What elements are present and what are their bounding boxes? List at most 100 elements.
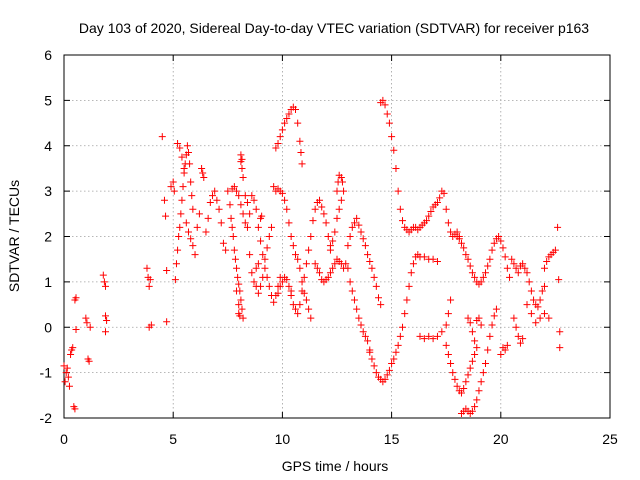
data-point <box>234 273 242 281</box>
data-point <box>289 301 297 309</box>
data-point <box>540 264 548 272</box>
data-point <box>182 219 190 227</box>
data-point <box>381 101 389 109</box>
data-point <box>442 321 450 329</box>
data-point <box>296 137 304 145</box>
data-point <box>488 246 496 254</box>
x-tick-label: 0 <box>60 431 68 447</box>
data-point <box>198 164 206 172</box>
data-point <box>488 321 496 329</box>
data-point <box>401 310 409 318</box>
data-point <box>254 223 262 231</box>
data-point <box>307 314 315 322</box>
data-point <box>215 205 223 213</box>
data-point <box>103 316 111 324</box>
series-group <box>224 151 284 322</box>
data-point <box>433 332 441 340</box>
data-point <box>243 223 251 231</box>
data-point <box>344 242 352 250</box>
data-point <box>510 260 518 268</box>
data-point <box>484 262 492 270</box>
data-point <box>512 323 520 331</box>
series-group <box>366 96 463 386</box>
data-point <box>512 264 520 272</box>
data-point <box>298 278 306 286</box>
data-point <box>423 217 431 225</box>
data-point <box>530 296 538 304</box>
data-point <box>213 196 221 204</box>
data-point <box>302 260 310 268</box>
data-point <box>374 294 382 302</box>
data-point <box>501 346 509 354</box>
data-point <box>281 119 289 127</box>
data-point <box>521 264 529 272</box>
data-point <box>440 189 448 197</box>
data-point <box>457 239 465 247</box>
data-point <box>305 305 313 313</box>
data-point <box>283 205 291 213</box>
data-point <box>265 233 273 240</box>
data-point <box>464 314 472 322</box>
data-point <box>324 233 332 240</box>
data-point <box>180 164 188 172</box>
data-point <box>377 301 385 309</box>
data-point <box>342 260 350 268</box>
data-point <box>184 228 192 236</box>
data-point <box>506 273 514 281</box>
data-point <box>340 187 348 195</box>
y-tick-label: 0 <box>44 319 52 335</box>
data-point <box>396 205 404 213</box>
data-point <box>333 214 341 222</box>
data-point <box>385 366 393 374</box>
data-point <box>329 237 337 245</box>
data-point <box>296 264 304 272</box>
data-point <box>390 355 398 363</box>
data-point <box>331 260 339 268</box>
y-axis-label: SDTVAR / TECUs <box>6 180 22 292</box>
data-point <box>322 219 330 227</box>
data-point <box>263 273 271 281</box>
data-point <box>200 174 208 182</box>
data-point <box>160 196 168 204</box>
data-point <box>361 242 369 250</box>
data-point <box>383 110 391 118</box>
data-point <box>473 344 481 352</box>
data-point <box>460 385 468 393</box>
data-point <box>331 228 339 236</box>
data-point <box>233 187 241 195</box>
data-point <box>394 341 402 349</box>
data-point <box>294 310 302 318</box>
data-point <box>433 257 441 265</box>
x-tick-labels: 0 5 10 15 20 25 <box>60 431 618 447</box>
data-point <box>193 223 201 231</box>
data-point <box>239 210 247 218</box>
data-point <box>246 251 254 259</box>
data-point <box>246 210 254 218</box>
data-point <box>516 339 524 347</box>
y-tick-label: -2 <box>40 410 53 426</box>
data-point <box>267 223 275 231</box>
data-point <box>471 403 479 411</box>
data-point <box>447 228 455 236</box>
data-point <box>233 264 241 272</box>
x-tick-label: 25 <box>602 431 618 447</box>
data-point <box>368 264 376 272</box>
data-point <box>357 228 365 236</box>
data-point <box>274 289 282 297</box>
data-point <box>241 219 249 227</box>
data-point <box>355 221 363 229</box>
data-point <box>466 262 474 270</box>
data-point <box>167 183 175 191</box>
data-point <box>444 219 452 227</box>
data-point <box>237 201 245 209</box>
data-point <box>175 233 183 240</box>
data-point <box>265 282 273 290</box>
data-point <box>394 187 402 195</box>
data-point <box>278 126 286 134</box>
data-point <box>324 273 332 281</box>
data-point <box>294 255 302 263</box>
data-point <box>259 251 267 259</box>
data-point <box>501 253 509 261</box>
data-point <box>436 194 444 202</box>
data-point <box>490 239 498 247</box>
